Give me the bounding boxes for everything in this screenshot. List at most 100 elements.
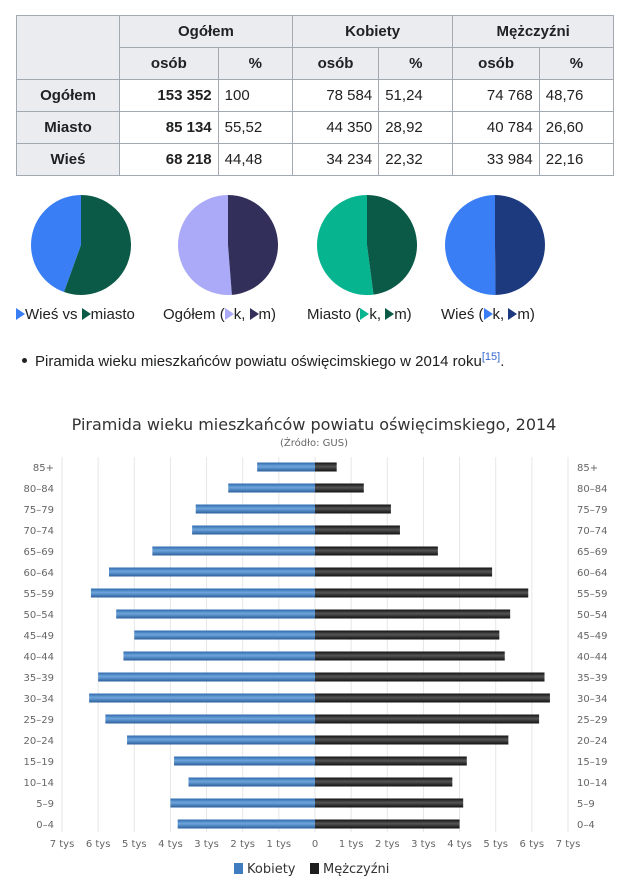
y-tick-label-left: 40–44 <box>24 652 54 663</box>
cell: 74 768 <box>452 79 540 112</box>
y-tick-label-right: 15–19 <box>577 757 607 768</box>
x-tick-label: 6 tys <box>520 839 545 850</box>
pie-label-village-vs-city: Wieś vs miasto <box>16 306 135 323</box>
subheader: % <box>538 47 615 80</box>
y-tick-label-right: 85+ <box>577 463 598 474</box>
bar-female <box>177 819 315 829</box>
x-tick-label: 7 tys <box>50 839 75 850</box>
bar-female <box>170 798 315 808</box>
y-tick-label-right: 45–49 <box>577 631 607 642</box>
pie-slice <box>316 195 374 295</box>
x-tick-label: 2 tys <box>230 839 255 850</box>
pie-label-text: k, <box>233 306 250 323</box>
x-tick-label: 5 tys <box>483 839 508 850</box>
bar-male <box>315 504 391 514</box>
cell: 22,16 <box>538 143 615 176</box>
subheader: % <box>217 47 293 80</box>
cell: 28,92 <box>378 111 454 144</box>
x-tick-label: 4 tys <box>447 839 472 850</box>
table-row: Miasto 85 134 55,52 44 350 28,92 40 784 … <box>16 111 615 144</box>
pie-chart-total-by-sex[interactable] <box>177 194 279 296</box>
bullet-text: Piramida wieku mieszkańców powiatu oświę… <box>35 353 482 370</box>
subheader: osób <box>452 47 540 80</box>
y-tick-label-right: 60–64 <box>577 568 607 579</box>
bar-female <box>123 651 315 661</box>
chart-legend[interactable]: Kobiety Mężczyźni <box>234 862 389 877</box>
bar-female <box>105 714 315 724</box>
legend-label[interactable]: Mężczyźni <box>323 862 389 877</box>
bar-female <box>90 588 316 598</box>
bar-male <box>315 567 493 577</box>
bar-female <box>108 567 315 577</box>
pie-label-text: m) <box>258 306 277 323</box>
y-tick-label-left: 5–9 <box>36 799 54 810</box>
bullet-punctuation: . <box>500 353 505 370</box>
pie-chart-city-by-sex[interactable] <box>316 194 418 296</box>
pie-slice <box>367 195 417 295</box>
row-label: Wieś <box>16 143 120 176</box>
bar-male <box>315 483 364 493</box>
bar-female <box>134 630 315 640</box>
pie-slice <box>228 195 278 295</box>
pie-chart-village-by-sex[interactable] <box>444 194 546 296</box>
pie-label-text: Wieś ( <box>441 306 484 323</box>
cell: 78 584 <box>291 79 380 112</box>
bar-female <box>127 735 315 745</box>
y-tick-label-right: 40–44 <box>577 652 607 663</box>
y-tick-label-right: 80–84 <box>577 484 607 495</box>
chart-grid <box>61 457 569 832</box>
subheader: osób <box>291 47 380 80</box>
x-tick-label: 0 <box>312 839 318 850</box>
pie-label-text: m) <box>394 306 412 323</box>
y-tick-label-right: 5–9 <box>577 799 595 810</box>
bar-male <box>315 525 400 535</box>
population-pyramid-chart: Piramida wieku mieszkańców powiatu oświę… <box>24 415 608 877</box>
y-tick-label-left: 85+ <box>33 463 54 474</box>
reference-link[interactable]: [15] <box>481 351 501 363</box>
bullet-dot <box>22 358 27 363</box>
bar-female <box>228 483 315 493</box>
header-women: Kobiety <box>291 15 454 48</box>
play-icon <box>249 308 259 320</box>
play-icon <box>16 308 25 320</box>
play-icon <box>508 308 518 320</box>
legend-swatch[interactable] <box>234 863 243 874</box>
population-table: Ogółem Kobiety Mężczyźni osób % osób % o… <box>16 15 615 176</box>
legend-swatch[interactable] <box>310 863 319 874</box>
y-tick-label-left: 35–39 <box>24 673 54 684</box>
x-tick-label: 3 tys <box>194 839 219 850</box>
list-item: Piramida wieku mieszkańców powiatu oświę… <box>22 351 504 370</box>
play-icon <box>81 308 91 320</box>
pie-label-city: Miasto (k, m) <box>307 306 412 323</box>
pie-chart-village-vs-city[interactable] <box>30 194 132 296</box>
y-tick-label-right: 20–24 <box>577 736 607 747</box>
pie-slice <box>31 195 81 293</box>
x-tick-label: 1 tys <box>267 839 292 850</box>
cell: 51,24 <box>378 79 454 112</box>
subheader: % <box>378 47 454 80</box>
bar-male <box>315 651 505 661</box>
bar-male <box>315 630 500 640</box>
pie-label-village: Wieś (k, m) <box>441 306 535 323</box>
cell: 33 984 <box>452 143 540 176</box>
legend-label[interactable]: Kobiety <box>247 862 296 877</box>
bar-female <box>89 693 315 703</box>
x-tick-label: 6 tys <box>86 839 111 850</box>
table-row: Ogółem 153 352 100 78 584 51,24 74 768 4… <box>16 79 615 112</box>
header-men: Mężczyźni <box>452 15 614 48</box>
pie-slice <box>445 195 496 295</box>
pie-label-total: Ogółem (k, m) <box>163 306 276 323</box>
table-row: Wieś 68 218 44,48 34 234 22,32 33 984 22… <box>16 143 615 176</box>
bar-male <box>315 693 550 703</box>
x-tick-label: 7 tys <box>556 839 581 850</box>
bar-male <box>315 588 529 598</box>
x-tick-label: 1 tys <box>339 839 364 850</box>
y-tick-label-left: 25–29 <box>24 715 54 726</box>
cell: 68 218 <box>119 143 219 176</box>
bar-male <box>315 546 438 556</box>
y-tick-label-right: 70–74 <box>577 526 607 537</box>
y-tick-label-right: 55–59 <box>577 589 607 600</box>
bar-male <box>315 819 460 829</box>
play-icon <box>385 308 395 320</box>
chart-axis-labels: 7 tys 6 tys 5 tys 4 tys 3 tys 2 tys 1 tys 0 1 ty… <box>24 463 608 850</box>
